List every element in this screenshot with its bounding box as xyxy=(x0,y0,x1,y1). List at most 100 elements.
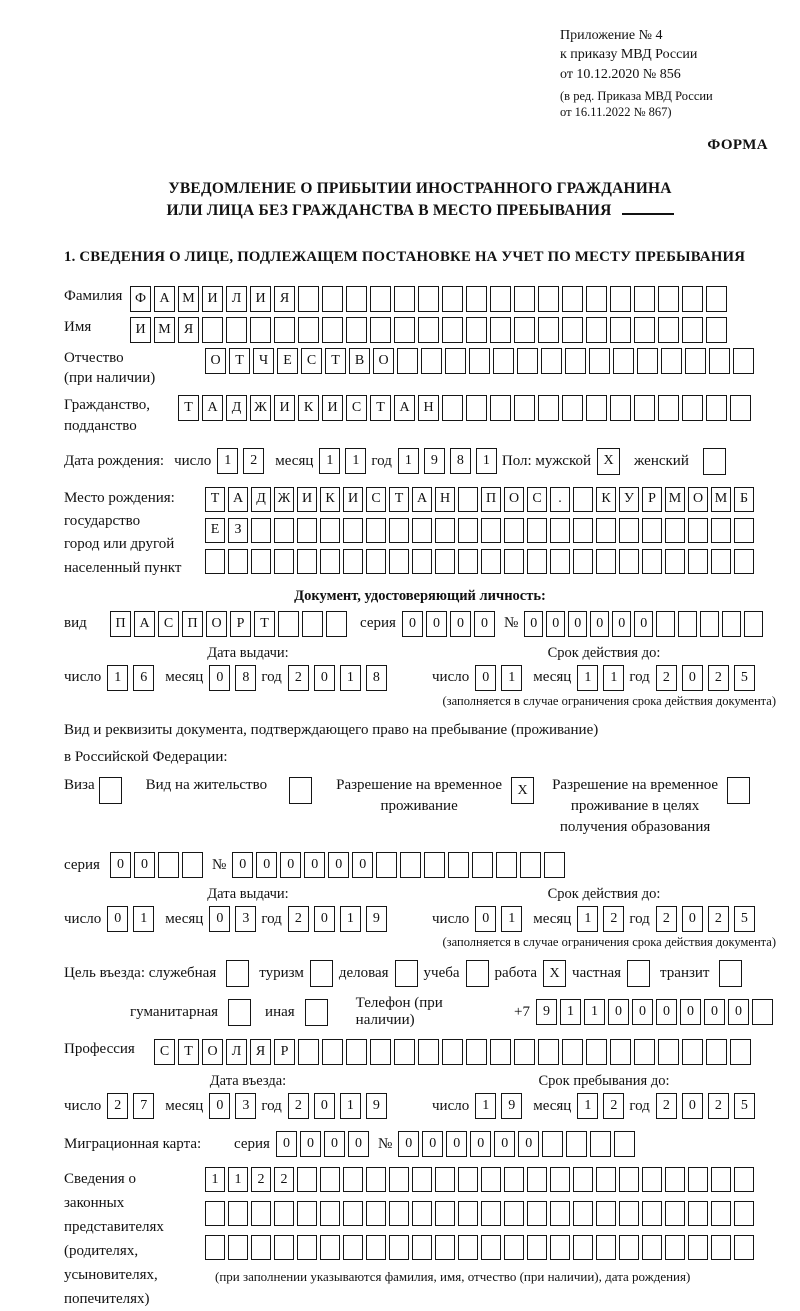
char-cell xyxy=(466,285,487,312)
char-cell xyxy=(550,1235,570,1261)
char-cell: 2 xyxy=(655,664,677,691)
char-cell xyxy=(320,517,340,543)
char-cell: 1 xyxy=(107,664,129,691)
char-cell xyxy=(665,1201,685,1227)
char-cell: 1 xyxy=(560,999,581,1026)
char-cell xyxy=(719,960,743,988)
char-cell xyxy=(637,347,658,374)
char-cell xyxy=(711,1201,731,1227)
char-cell xyxy=(472,852,494,879)
char-cell: Я xyxy=(274,285,295,312)
char-cell: 0 xyxy=(473,610,495,637)
char-cell xyxy=(320,1167,340,1193)
char-cell xyxy=(504,1167,524,1193)
char-cell xyxy=(435,1201,455,1227)
char-cell: X xyxy=(543,960,567,988)
char-cell: 1 xyxy=(603,664,625,691)
char-cell xyxy=(734,1235,754,1261)
char-cell xyxy=(504,548,524,574)
char-cell xyxy=(481,1201,501,1227)
char-cell xyxy=(706,395,727,422)
char-cell xyxy=(682,1039,703,1066)
char-cell xyxy=(343,1201,363,1227)
char-cell: 0 xyxy=(422,1131,444,1158)
char-cell: М xyxy=(178,285,199,312)
char-cell xyxy=(562,395,583,422)
char-cell xyxy=(251,1201,271,1227)
char-cell xyxy=(658,1039,679,1066)
char-cell: Т xyxy=(389,486,409,512)
expiry-note: (заполняется в случае ограничения срока … xyxy=(442,693,776,708)
month-label: месяц xyxy=(533,1097,572,1114)
char-cell xyxy=(734,517,754,543)
legal-representatives-label: Сведения о законных представителях (роди… xyxy=(64,1171,164,1308)
char-cell: 0 xyxy=(328,852,350,879)
month-label: месяц xyxy=(533,669,572,686)
purpose-humanitarian-checkbox xyxy=(228,998,252,1026)
char-cell xyxy=(700,610,720,637)
char-cell xyxy=(343,1235,363,1261)
char-cell xyxy=(514,395,535,422)
char-cell: 0 xyxy=(518,1131,540,1158)
char-cell: 0 xyxy=(608,999,629,1026)
char-cell: 0 xyxy=(475,906,497,933)
char-cell xyxy=(465,960,489,988)
char-cell: Ж xyxy=(274,486,294,512)
temp-residence-education-label: Разрешение на временное проживание в цел… xyxy=(552,777,719,836)
char-cell xyxy=(550,1201,570,1227)
char-cell xyxy=(274,548,294,574)
char-cell xyxy=(610,285,631,312)
char-cell xyxy=(730,395,751,422)
char-cell xyxy=(706,316,727,343)
char-cell: Р xyxy=(230,610,251,637)
char-cell: Л xyxy=(226,285,247,312)
temp-residence-checkbox: X xyxy=(511,777,535,805)
char-cell xyxy=(711,1167,731,1193)
char-cell: 0 xyxy=(612,610,632,637)
char-cell xyxy=(619,517,639,543)
legal-cells-row2 xyxy=(205,1201,757,1227)
char-cell xyxy=(610,1039,631,1066)
char-cell xyxy=(274,316,295,343)
char-cell: 0 xyxy=(109,852,131,879)
option-visa: Виза xyxy=(64,775,122,805)
char-cell xyxy=(538,395,559,422)
purpose-private-checkbox xyxy=(627,960,651,988)
purpose-transit-label: транзит xyxy=(660,965,710,982)
char-cell: 2 xyxy=(603,1093,625,1120)
char-cell xyxy=(481,1167,501,1193)
year-label: год xyxy=(261,1097,282,1114)
surname-label: Фамилия xyxy=(64,287,123,304)
char-cell: 0 xyxy=(323,1131,345,1158)
residence-doc-intro-line2: в Российской Федерации: xyxy=(64,749,228,766)
appendix-line: от 10.12.2020 № 856 xyxy=(560,66,681,82)
char-cell xyxy=(752,999,773,1026)
char-cell: И xyxy=(130,316,151,343)
char-cell xyxy=(442,285,463,312)
char-cell xyxy=(706,1039,727,1066)
char-cell: П xyxy=(481,486,501,512)
char-cell xyxy=(346,285,367,312)
char-cell xyxy=(504,517,524,543)
char-cell xyxy=(642,548,662,574)
char-cell xyxy=(733,347,754,374)
char-cell: 2 xyxy=(243,448,265,475)
char-cell: И xyxy=(322,395,343,422)
form-title: УВЕДОМЛЕНИЕ О ПРИБЫТИИ ИНОСТРАННОГО ГРАЖ… xyxy=(64,178,776,223)
char-cell xyxy=(343,548,363,574)
char-cell: 9 xyxy=(536,999,557,1026)
year-label: год xyxy=(629,1097,650,1114)
char-cell: 0 xyxy=(494,1131,516,1158)
char-cell: Т xyxy=(178,1039,199,1066)
res-series-label: серия xyxy=(64,856,100,873)
